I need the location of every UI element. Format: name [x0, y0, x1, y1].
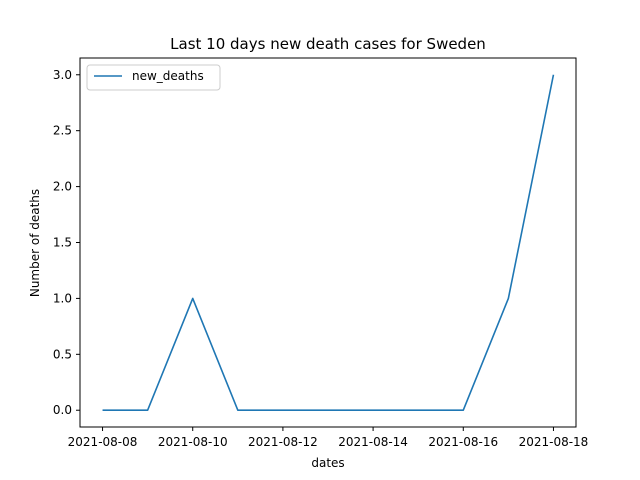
- x-tick-label-5: 2021-08-18: [519, 435, 589, 449]
- plot-frame: [79, 57, 577, 428]
- x-tick-label-1: 2021-08-10: [158, 435, 228, 449]
- x-tick-label-2: 2021-08-12: [248, 435, 318, 449]
- x-axis: 2021-08-08 2021-08-10 2021-08-12 2021-08-14…: [68, 427, 589, 449]
- y-tick-label-0: 0.0: [53, 403, 72, 417]
- x-axis-label: dates: [311, 456, 344, 470]
- y-tick-label-1: 0.5: [53, 347, 72, 361]
- y-axis-label: Number of deaths: [28, 189, 42, 297]
- legend-box: [86, 64, 221, 91]
- y-axis: 0.0 0.5 1.0 1.5 2.0 2.5 3.0: [53, 68, 80, 417]
- x-tick-label-0: 2021-08-08: [68, 435, 138, 449]
- x-tick-label-4: 2021-08-16: [428, 435, 498, 449]
- series-layer: [102, 74, 555, 412]
- y-tick-label-5: 2.5: [53, 124, 72, 138]
- legend-label-new-deaths: new_deaths: [132, 69, 204, 83]
- y-tick-label-4: 2.0: [53, 180, 72, 194]
- legend: new_deaths: [86, 64, 221, 91]
- x-tick-label-3: 2021-08-14: [338, 435, 408, 449]
- series-line-0: [102, 74, 555, 412]
- y-tick-label-3: 1.5: [53, 236, 72, 250]
- y-tick-label-2: 1.0: [53, 291, 72, 305]
- plot-area: [79, 57, 577, 428]
- chart-title: Last 10 days new death cases for Sweden: [170, 35, 486, 53]
- y-tick-label-6: 3.0: [53, 68, 72, 82]
